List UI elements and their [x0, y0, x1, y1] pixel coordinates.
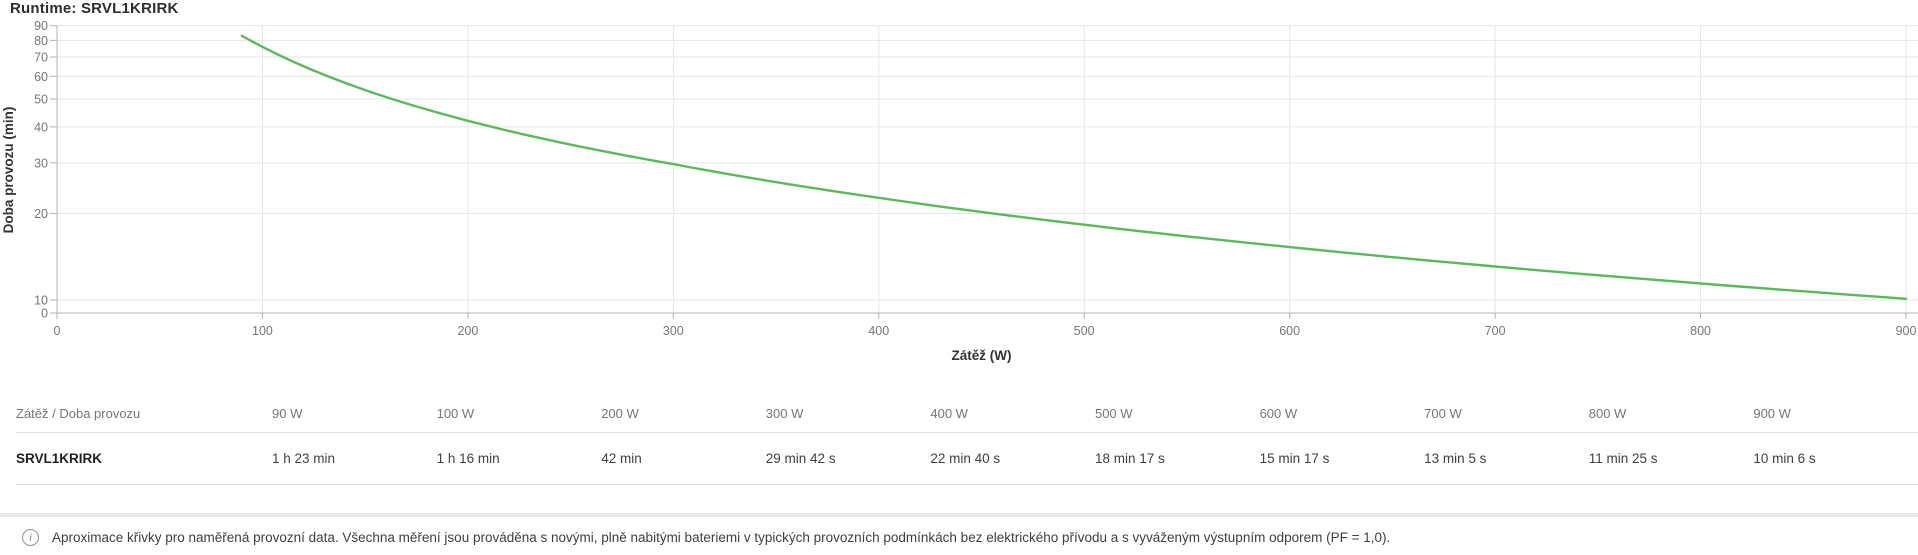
- runtime-value-cell: 29 min 42 s: [765, 432, 931, 485]
- table-header-cell: 100 W: [436, 396, 602, 433]
- x-tick-label: 300: [663, 324, 684, 338]
- y-axis-title: Doba provozu (min): [1, 107, 16, 234]
- y-tick-label: 80: [34, 34, 48, 48]
- runtime-value-cell: 1 h 16 min: [436, 432, 602, 485]
- y-tick-label: 40: [34, 120, 48, 134]
- info-icon: i: [22, 528, 39, 546]
- footer-note: i Aproximace křivky pro naměřená provozn…: [0, 517, 1918, 546]
- x-tick-label: 200: [457, 324, 478, 338]
- table-header-cell: 90 W: [272, 396, 437, 433]
- x-tick-label: 100: [252, 324, 273, 338]
- y-tick-label: 20: [34, 207, 48, 221]
- runtime-value-cell: 42 min: [601, 432, 766, 485]
- y-tick-label: 30: [34, 156, 48, 170]
- x-tick-label: 0: [54, 324, 61, 338]
- table-row: SRVL1KRIRK 1 h 23 min 1 h 16 min 42 min 29 m…: [16, 432, 1918, 485]
- page-title: Runtime: SRVL1KRIRK: [10, 0, 179, 17]
- table-header-cell: 500 W: [1094, 396, 1260, 433]
- runtime-curve: [240, 34, 1908, 300]
- x-tick-label: 400: [868, 324, 889, 338]
- runtime-value-cell: 1 h 23 min: [272, 432, 437, 485]
- x-tick-label: 600: [1279, 324, 1300, 338]
- x-tick-label: 900: [1896, 324, 1917, 338]
- runtime-value-cell: 11 min 25 s: [1588, 432, 1754, 485]
- table-header-cell: 600 W: [1259, 396, 1425, 433]
- y-tick-label: 10: [34, 294, 48, 308]
- table-header-cell: 900 W: [1753, 396, 1918, 433]
- runtime-value-cell: 18 min 17 s: [1094, 432, 1260, 485]
- footer-divider: [0, 512, 1918, 517]
- runtime-value-cell: 10 min 6 s: [1753, 432, 1918, 485]
- y-tick-label: 90: [34, 19, 48, 33]
- table-header-cell: 200 W: [601, 396, 766, 433]
- runtime-chart: Runtime: SRVL1KRIRK 0 100 200 300 400 500 600 7…: [1, 0, 1918, 363]
- x-tick-label: 800: [1690, 324, 1711, 338]
- runtime-value-cell: 13 min 5 s: [1424, 432, 1589, 485]
- y-tick-label: 60: [34, 70, 48, 84]
- y-tick-label: 50: [34, 93, 48, 107]
- footer-note-text: Aproximace křivky pro naměřená provozní …: [52, 529, 1391, 545]
- table-header-cell: 400 W: [930, 396, 1095, 433]
- table-header-cell: 300 W: [765, 396, 931, 433]
- x-axis-title: Zátěž (W): [952, 348, 1012, 363]
- x-tick-label: 500: [1074, 324, 1095, 338]
- y-tick-label: 0: [41, 307, 48, 321]
- table-header-load-runtime: Zátěž / Doba provozu: [16, 396, 272, 433]
- runtime-chart-svg: 0 100 200 300 400 500 600 700 800 900908070605040…: [1, 19, 1918, 363]
- model-name-cell: SRVL1KRIRK: [16, 432, 272, 485]
- x-tick-label: 700: [1485, 324, 1506, 338]
- runtime-value-cell: 15 min 17 s: [1259, 432, 1425, 485]
- table-header-cell: 700 W: [1424, 396, 1589, 433]
- y-tick-label: 70: [34, 51, 48, 65]
- runtime-value-cell: 22 min 40 s: [930, 432, 1095, 485]
- table-header-cell: 800 W: [1588, 396, 1754, 433]
